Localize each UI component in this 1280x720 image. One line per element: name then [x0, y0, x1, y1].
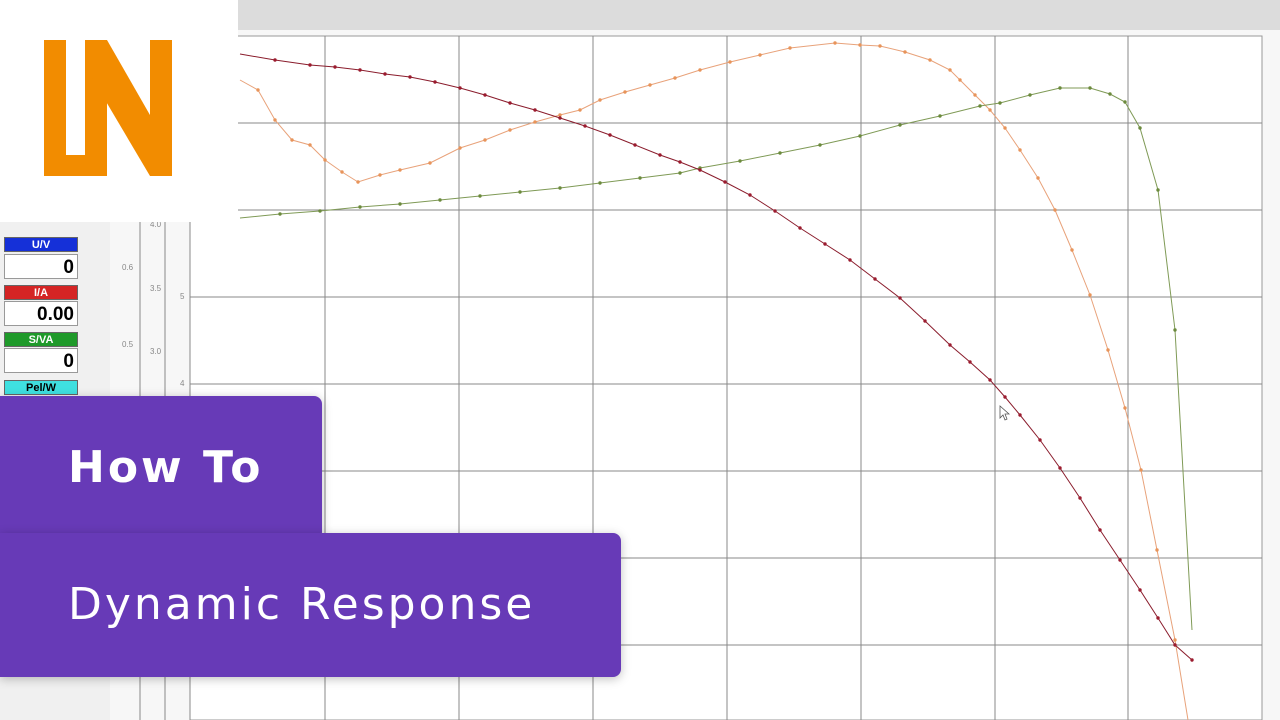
meter-value: 0	[4, 254, 78, 279]
meter-value: 0.00	[4, 301, 78, 326]
meter-label: I/A	[4, 285, 78, 300]
cursor	[999, 405, 1011, 421]
logo	[0, 0, 238, 222]
axis-label: 4.0	[150, 220, 162, 229]
axis-label: 4	[180, 379, 185, 388]
meter-label: U/V	[4, 237, 78, 252]
axis-label: 0.6	[122, 263, 134, 272]
meter-value: 0	[4, 348, 78, 373]
kicker-banner: How To	[0, 396, 322, 540]
axis-label: 5	[180, 292, 185, 301]
title-banner: Dynamic Response	[0, 533, 621, 677]
axis-label: 0.5	[122, 340, 134, 349]
meter-label: Pel/W	[4, 380, 78, 395]
axis-label: 3.5	[150, 284, 162, 293]
red-curve	[239, 53, 1194, 662]
axis-label: 3.0	[150, 347, 162, 356]
meter-label: S/VA	[4, 332, 78, 347]
